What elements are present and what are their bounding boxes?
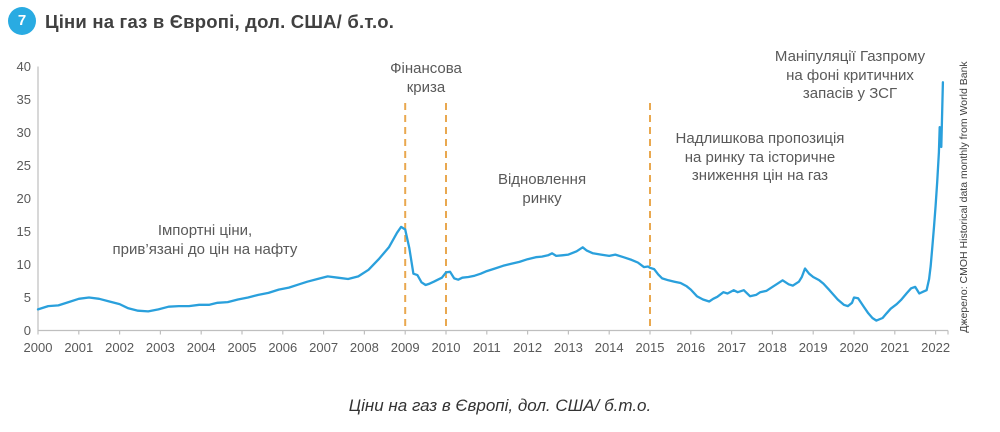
y-tick-label: 35: [16, 91, 31, 107]
y-tick-label: 5: [23, 289, 31, 305]
x-tick-label: 2012: [513, 339, 543, 355]
x-tick-label: 2014: [594, 339, 624, 355]
x-tick-label: 2001: [64, 339, 94, 355]
annotation-import-prices: Імпортні ціни, прив’язані до цін на нафт…: [112, 222, 298, 258]
chart-canvas: [36, 66, 949, 335]
x-tick-label: 2013: [553, 339, 583, 355]
x-tick-label: 2020: [839, 339, 869, 355]
x-tick-label: 2017: [717, 339, 747, 355]
annotation-oversupply: Надлишкова пропозиція на ринку та істори…: [675, 130, 845, 184]
y-tick-label: 15: [16, 223, 31, 239]
figure-title: Ціни на газ в Європі, дол. США/ б.т.о.: [45, 11, 395, 32]
x-tick-label: 2010: [431, 339, 461, 355]
y-tick-label: 10: [16, 256, 31, 272]
x-tick-label: 2016: [676, 339, 706, 355]
annotation-market-recovery: Відновлення ринку: [497, 171, 587, 207]
x-tick-label: 2004: [186, 339, 216, 355]
x-tick-label: 2002: [105, 339, 135, 355]
x-tick-label: 2022: [921, 339, 951, 355]
y-tick-label: 20: [16, 190, 31, 206]
annotation-financial-crisis: Фінансова криза: [390, 60, 462, 96]
figure-number-badge: 7: [8, 7, 36, 35]
x-tick-label: 2011: [472, 339, 501, 355]
gas-price-chart: 0 5 10 15 20 25 30 35 40 2000 2001 2002 2003 2004 200…: [0, 44, 1000, 374]
x-tick-label: 2021: [880, 339, 910, 355]
y-tick-label: 30: [16, 124, 31, 140]
gas-price-line: [36, 81, 945, 322]
x-tick-label: 2007: [309, 339, 339, 355]
x-tick-label: 2018: [757, 339, 787, 355]
x-tick-label: 2000: [23, 339, 53, 355]
y-tick-label: 25: [16, 157, 31, 173]
x-tick-label: 2019: [798, 339, 828, 355]
x-tick-label: 2015: [635, 339, 665, 355]
x-tick-label: 2008: [349, 339, 379, 355]
x-tick-label: 2003: [145, 339, 175, 355]
x-tick-label: 2005: [227, 339, 257, 355]
x-tick-label: 2006: [268, 339, 298, 355]
figure-header: 7 Ціни на газ в Європі, дол. США/ б.т.о.: [0, 0, 1000, 44]
source-note: Джерело: CMOH Historical data monthly fr…: [958, 61, 970, 333]
y-tick-label: 40: [16, 58, 31, 74]
chart-caption: Ціни на газ в Європі, дол. США/ б.т.о.: [348, 396, 652, 415]
x-tick-label: 2009: [390, 339, 420, 355]
annotation-gazprom-manipulation: Маніпуляції Газпрому на фоні критичних з…: [774, 48, 926, 102]
y-tick-label: 0: [23, 322, 31, 338]
